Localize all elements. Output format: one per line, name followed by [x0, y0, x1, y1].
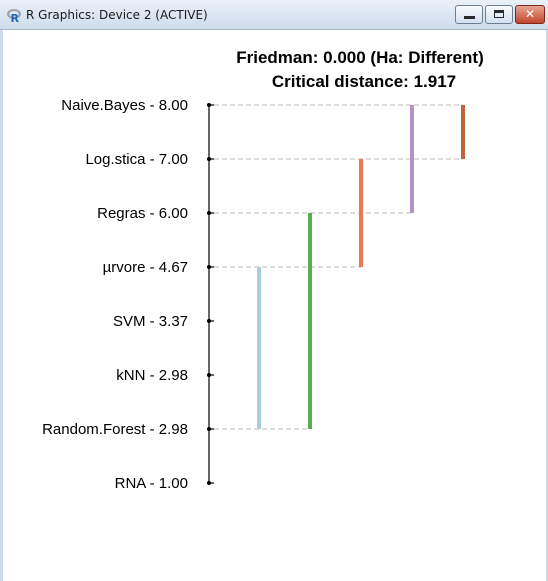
- rank-label-rna: RNA - 1.00: [115, 475, 188, 492]
- rank-point-svm: [207, 319, 211, 323]
- rank-label-svm: SVM - 3.37: [113, 313, 188, 330]
- window-titlebar[interactable]: R R Graphics: Device 2 (ACTIVE) ✕: [0, 0, 548, 30]
- minimize-icon: [464, 16, 475, 19]
- group-bar-layer: [257, 105, 465, 429]
- dash-layer: [214, 104, 463, 430]
- rank-point-knn: [207, 373, 211, 377]
- r-logo-icon: R: [7, 9, 21, 23]
- rank-point--rvore: [207, 265, 211, 269]
- svg-text:R: R: [11, 12, 20, 23]
- chart-title-line1: Friedman: 0.000 (Ha: Different): [236, 48, 484, 67]
- rank-label-random-forest: Random.Forest - 2.98: [42, 421, 188, 438]
- window-title: R Graphics: Device 2 (ACTIVE): [26, 8, 208, 22]
- rank-point-random-forest: [207, 427, 211, 431]
- window-frame-left: [0, 30, 3, 581]
- rank-point-naive-bayes: [207, 103, 211, 107]
- rank-label-log-stica: Log.stica - 7.00: [85, 151, 188, 168]
- maximize-button[interactable]: [485, 5, 513, 24]
- close-icon: ✕: [524, 7, 536, 21]
- rank-label-naive-bayes: Naive.Bayes - 8.00: [61, 97, 188, 114]
- minimize-button[interactable]: [455, 5, 483, 24]
- rank-point-log-stica: [207, 157, 211, 161]
- window-frame-right: [546, 30, 548, 581]
- rank-label-regras: Regras - 6.00: [97, 205, 188, 222]
- rank-label--rvore: µrvore - 4.67: [103, 259, 188, 276]
- rank-label-knn: kNN - 2.98: [116, 367, 188, 384]
- critical-difference-plot: Friedman: 0.000 (Ha: Different) Critical…: [42, 48, 484, 492]
- close-button[interactable]: ✕: [515, 5, 545, 24]
- rank-label-layer: Naive.Bayes - 8.00 Log.stica - 7.00 Regras…: [42, 97, 214, 492]
- rank-point-regras: [207, 211, 211, 215]
- rank-point-rna: [207, 481, 211, 485]
- chart-title-line2: Critical distance: 1.917: [272, 72, 456, 91]
- maximize-icon: [494, 10, 504, 18]
